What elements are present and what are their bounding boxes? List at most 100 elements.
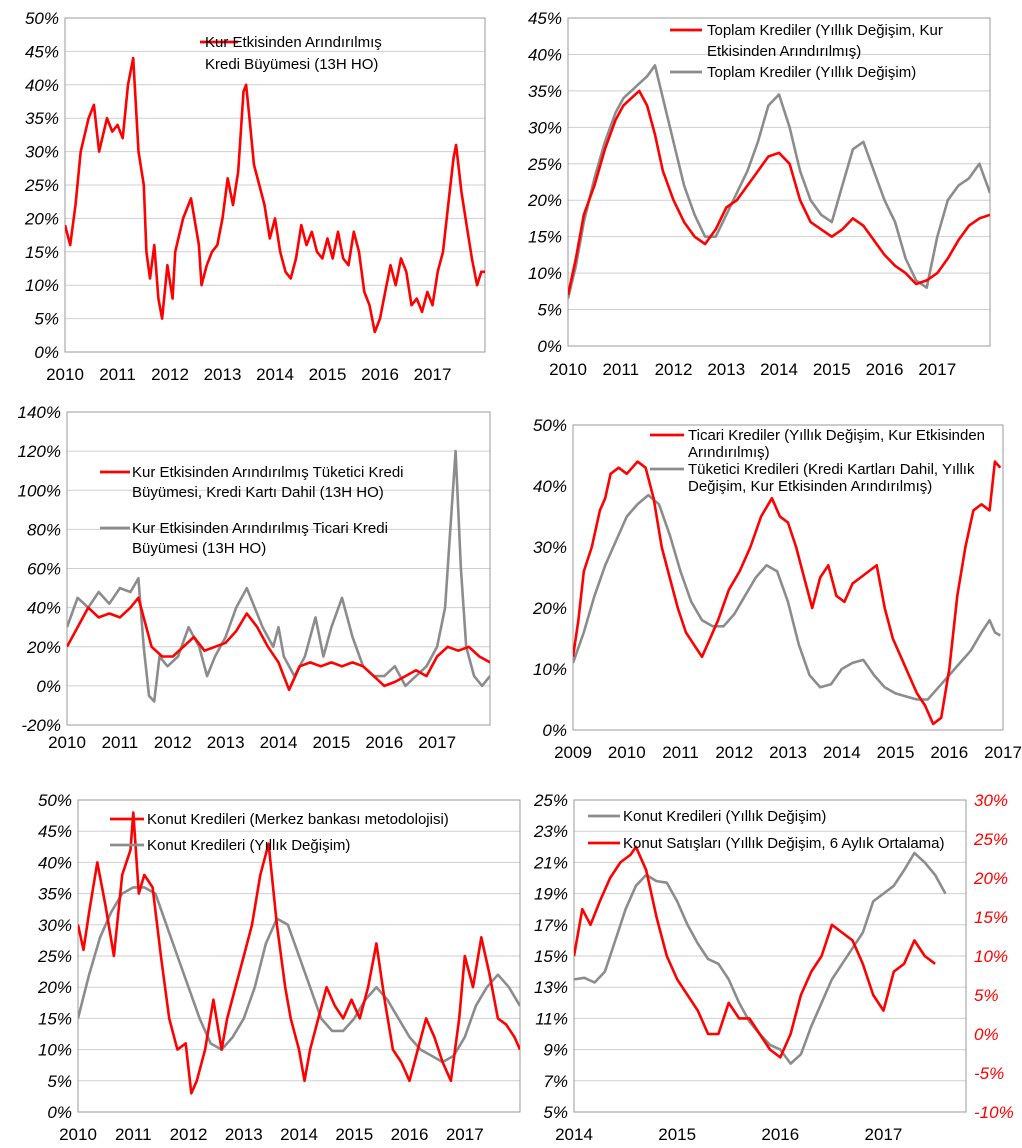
y-tick-label: 0% (542, 721, 567, 740)
y-tick-label: 30% (38, 916, 72, 935)
y-tick-label: 15% (38, 1009, 72, 1028)
x-tick-label: 2016 (365, 733, 403, 752)
y-tick-label: 120% (18, 442, 61, 461)
x-tick-label: 2010 (608, 743, 646, 762)
x-tick-label: 2011 (99, 365, 136, 384)
chart-4: 0% 10% 20% 30% 40% 50% 2009 2010 2011 2012 2013 201… (532, 416, 1022, 762)
plot-frame (64, 17, 486, 353)
x-tick-label: 2016 (866, 360, 904, 379)
y-tick-label: 25% (533, 791, 568, 810)
legend-label: Ticari Krediler (Yıllık Değişim, Kur Etk… (688, 427, 985, 444)
y-tick-label: 25% (527, 155, 562, 174)
y2-tick-label: 20% (973, 869, 1008, 888)
x-tick-label: 2016 (761, 1125, 799, 1144)
y2-tick-label: 25% (973, 830, 1008, 849)
x-tick-label: 2017 (446, 1125, 484, 1144)
y-tick-label: 25% (37, 947, 72, 966)
x-tick-label: 2010 (549, 360, 587, 379)
legend-label: Toplam Krediler (Yıllık Değişim, Kur (707, 22, 943, 39)
y2-tick-label: 0% (974, 1025, 999, 1044)
x-tick-label: 2010 (46, 365, 84, 384)
legend-label: Etkisinden Arındırılmış) (707, 43, 861, 60)
y-tick-label: 30% (533, 538, 567, 557)
series-line-2 (574, 845, 936, 1059)
y-tick-label: 35% (528, 82, 562, 101)
y-tick-label: 5% (543, 1103, 568, 1122)
x-tick-label: 2012 (154, 733, 192, 752)
chart-6: 5% 7% 9% 11% 13% 15% 17% 19% 21% 23% 25% -10% -5% 0% 5… (533, 791, 1014, 1144)
y-tick-label: 10% (38, 1041, 72, 1060)
legend-label: Konut Kredileri (Yıllık Değişim) (147, 837, 350, 854)
x-tick-label: 2014 (256, 365, 294, 384)
y2-tick-label: 30% (974, 791, 1008, 810)
x-tick-label: 2015 (658, 1125, 696, 1144)
x-tick-label: 2015 (335, 1125, 373, 1144)
plot-frame (567, 17, 991, 347)
legend-label: Toplam Krediler (Yıllık Değişim) (707, 64, 916, 81)
y-tick-label: 25% (24, 176, 59, 195)
chart-5: 0% 5% 10% 15% 20% 25% 30% 35% 40% 45% 50% 2010 2011 2… (37, 791, 521, 1144)
y-tick-label: 13% (534, 978, 568, 997)
y-tick-label: 60% (27, 560, 61, 579)
y-tick-label: 20% (527, 191, 562, 210)
y-tick-label: 45% (38, 822, 72, 841)
legend-label: Konut Satışları (Yıllık Değişim, 6 Aylık… (623, 835, 945, 852)
y-tick-label: 20% (24, 209, 59, 228)
chart-1: 0% 5% 10% 15% 20% 25% 30% 35% 40% 45% 50% 2010 2011 2… (24, 9, 486, 384)
x-tick-label: 2013 (225, 1125, 263, 1144)
legend-label: Büyümesi (13H HO) (132, 540, 266, 557)
chart-3: -20% 0% 20% 40% 60% 80% 100% 120% 140% 2010 2011 20… (18, 403, 491, 752)
y-tick-label: 50% (533, 416, 567, 435)
series-line-1 (65, 56, 485, 334)
legend-label: Konut Kredileri (Yıllık Değişim) (623, 808, 826, 825)
y-tick-label: 30% (528, 118, 562, 137)
legend-label: Değişim, Kur Etkisinden Arındırılmış) (688, 478, 932, 495)
x-tick-label: 2014 (823, 743, 861, 762)
x-tick-label: 2010 (59, 1125, 97, 1144)
x-tick-label: 2011 (602, 360, 639, 379)
y-tick-label: 10% (528, 264, 562, 283)
legend-label: Kur Etkisinden Arındırılmış (205, 34, 382, 51)
legend-label: Kur Etkisinden Arındırılmış Ticari Kredi (132, 520, 388, 537)
y-tick-label: 40% (38, 853, 72, 872)
series-line-1 (568, 89, 990, 296)
y-tick-label: 20% (37, 978, 72, 997)
y-tick-label: 140% (18, 403, 61, 422)
x-tick-label: 2013 (204, 365, 242, 384)
y-tick-label: 20% (26, 638, 61, 657)
y-tick-label: 45% (528, 9, 562, 28)
legend-label: Kredi Büyümesi (13H HO) (205, 56, 378, 73)
y-tick-label: 9% (543, 1041, 568, 1060)
series-line-2 (573, 493, 1001, 701)
legend-label: Tüketici Kredileri (Kredi Kartları Dahil… (688, 461, 975, 478)
y-tick-label: 45% (25, 42, 59, 61)
x-tick-label: 2017 (918, 360, 956, 379)
x-tick-label: 2012 (715, 743, 753, 762)
plot-frame (66, 411, 491, 726)
series-line-1 (78, 811, 520, 1095)
y-tick-label: 15% (534, 947, 568, 966)
y-tick-label: 11% (535, 1009, 568, 1028)
x-tick-label: 2013 (207, 733, 245, 752)
legend-label: Konut Kredileri (Merkez bankası metodolo… (147, 811, 449, 828)
y-tick-label: 10% (25, 276, 59, 295)
y-tick-label: 15% (528, 228, 562, 247)
y-tick-label: 21% (533, 853, 568, 872)
x-tick-label: 2009 (554, 743, 592, 762)
y-tick-label: 0% (47, 1103, 72, 1122)
y2-tick-label: 10% (974, 947, 1008, 966)
y-tick-label: 40% (25, 76, 59, 95)
x-tick-label: 2014 (555, 1125, 593, 1144)
series-line-1 (573, 460, 1002, 726)
y2-tick-label: -5% (974, 1064, 1004, 1083)
x-tick-label: 2015 (312, 733, 350, 752)
y-tick-label: 30% (25, 143, 59, 162)
x-tick-label: 2014 (260, 733, 298, 752)
y-tick-label: 0% (537, 337, 562, 356)
x-tick-label: 2015 (813, 360, 851, 379)
x-tick-label: 2017 (984, 743, 1022, 762)
x-tick-label: 2014 (280, 1125, 318, 1144)
series-line-2 (568, 64, 990, 299)
chart-2: 0% 5% 10% 15% 20% 25% 30% 35% 40% 45% 2010 2011 2012… (527, 9, 991, 379)
